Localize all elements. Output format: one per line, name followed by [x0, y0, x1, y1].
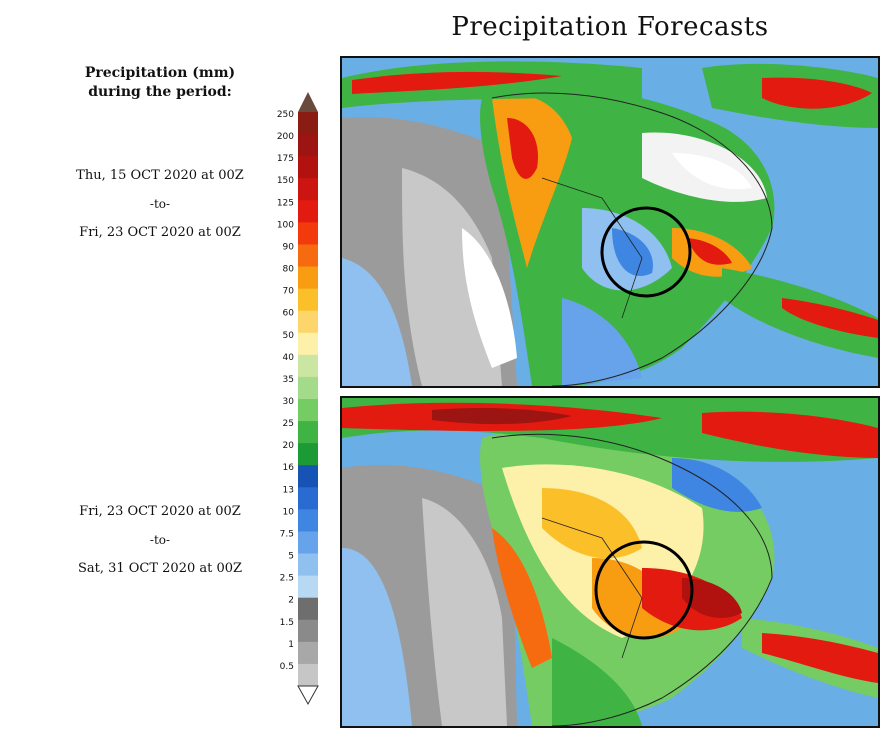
scale-band [298, 178, 318, 201]
scale-band [298, 553, 318, 577]
scale-tick-label: 1.5 [280, 618, 294, 628]
scale-tick-label: 175 [277, 154, 294, 164]
scale-band [298, 244, 318, 268]
scale-tick-label: 60 [283, 309, 295, 319]
scale-tick-label: 1 [288, 640, 294, 650]
scale-tick-label: 2 [288, 596, 294, 606]
scale-tick-label: 90 [283, 242, 295, 252]
scale-cap-top [298, 92, 318, 112]
scale-band [298, 443, 318, 466]
scale-band [298, 509, 318, 532]
period-2-start: Fri, 23 OCT 2020 at 00Z [79, 504, 241, 519]
period-1-start: Thu, 15 OCT 2020 at 00Z [76, 168, 244, 183]
period-2-end: Sat, 31 OCT 2020 at 00Z [77, 561, 243, 576]
highlight-circle-1 [600, 206, 692, 298]
scale-band [298, 575, 318, 599]
highlight-circle-2 [594, 540, 694, 640]
scale-tick-label: 50 [283, 331, 295, 341]
scale-tick-label: 100 [277, 220, 294, 230]
scale-band [298, 421, 318, 444]
legend-title-line2: during the period: [88, 84, 232, 100]
scale-tick-label: 80 [283, 265, 295, 275]
period-1-label: Thu, 15 OCT 2020 at 00Z -to- Fri, 23 OCT… [40, 168, 280, 254]
scale-tick-label: 25 [283, 419, 294, 429]
scale-tick-label: 5 [288, 552, 294, 562]
scale-tick-label: 70 [283, 287, 295, 297]
forecast-map-1-svg [342, 58, 878, 386]
forecast-map-2-svg [342, 398, 878, 726]
scale-band [298, 332, 318, 356]
period-2-sep: -to- [149, 533, 171, 547]
scale-tick-label: 20 [283, 441, 295, 451]
scale-labels: 2502001751501251009080706050403530252016… [277, 110, 294, 672]
scale-band [298, 376, 318, 400]
scale-tick-label: 16 [283, 463, 295, 473]
scale-tick-label: 0.5 [280, 662, 294, 672]
scale-band [298, 310, 318, 334]
scale-tick-label: 125 [277, 198, 294, 208]
scale-band [298, 597, 318, 621]
scale-tick-label: 7.5 [280, 529, 294, 539]
period-2-label: Fri, 23 OCT 2020 at 00Z -to- Sat, 31 OCT… [40, 504, 280, 590]
page-title: Precipitation Forecasts [451, 12, 769, 42]
scale-band [298, 354, 318, 378]
scale-band [298, 465, 318, 488]
scale-cap-bottom [297, 685, 319, 706]
scale-bands [298, 112, 318, 687]
scale-tick-label: 200 [277, 132, 294, 142]
scale-band [298, 134, 318, 157]
scale-band [298, 487, 318, 510]
scale-tick-label: 2.5 [280, 574, 294, 584]
scale-band [298, 222, 318, 245]
scale-tick-label: 150 [277, 176, 294, 186]
scale-band [298, 641, 318, 665]
scale-tick-label: 10 [283, 507, 295, 517]
scale-tick-label: 30 [283, 397, 295, 407]
scale-band [298, 112, 318, 135]
scale-band [298, 156, 318, 179]
scale-tick-label: 40 [283, 353, 295, 363]
scale-band [298, 619, 318, 643]
legend-title: Precipitation (mm) during the period: [40, 64, 280, 102]
scale-tick-label: 13 [283, 485, 294, 495]
forecast-map-2 [340, 396, 880, 728]
scale-band [298, 399, 318, 422]
scale-band [298, 288, 318, 312]
scale-tick-label: 250 [277, 110, 294, 120]
scale-band [298, 531, 318, 555]
scale-band [298, 266, 318, 290]
legend-title-line1: Precipitation (mm) [84, 65, 236, 81]
forecast-map-1 [340, 56, 880, 388]
color-scale: 2502001751501251009080706050403530252016… [277, 92, 319, 706]
scale-tick-label: 35 [283, 375, 294, 385]
period-1-sep: -to- [149, 197, 171, 211]
scale-band [298, 200, 318, 223]
scale-band [298, 663, 318, 687]
period-1-end: Fri, 23 OCT 2020 at 00Z [79, 225, 241, 240]
